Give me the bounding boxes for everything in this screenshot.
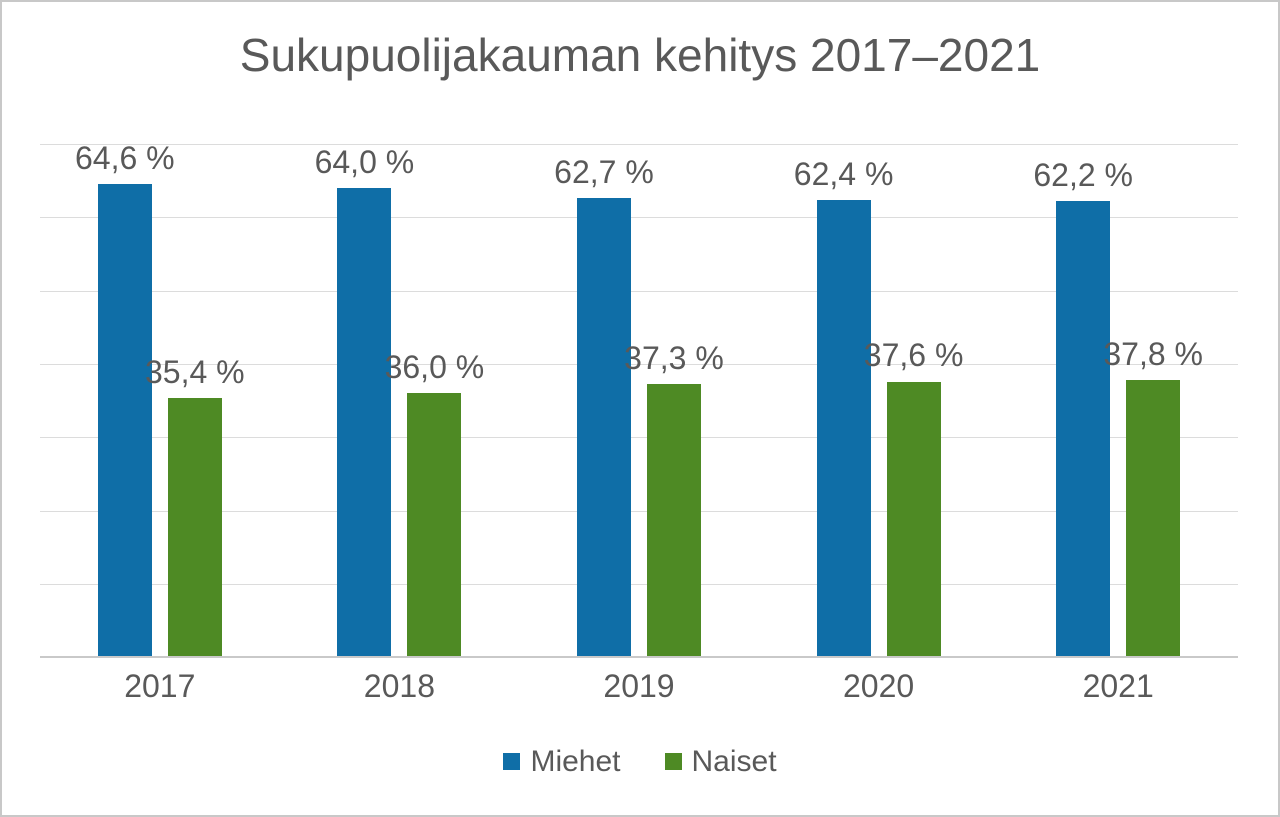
x-axis-label-2021: 2021 [1082, 668, 1154, 705]
gridline [40, 144, 1238, 146]
gridline [40, 364, 1238, 366]
gridline [40, 510, 1238, 512]
bar-miehet-2018: 64,0 % [315, 144, 414, 658]
legend-item-naiset: Naiset [664, 744, 777, 780]
bar-naiset-2019: 37,3 % [624, 340, 724, 658]
bar-naiset-2017: 35,4 % [145, 354, 245, 658]
data-label-miehet-2017: 64,6 % [74, 139, 175, 176]
x-axis-line [40, 656, 1238, 659]
bar-naiset-2018: 36,0 % [385, 349, 484, 658]
x-axis-label-2017: 2017 [124, 668, 196, 705]
bar-miehet-2021: 62,2 % [1033, 157, 1133, 658]
bar-group-2017: 64,6 % 35,4 % [40, 140, 280, 658]
legend-item-miehet: Miehet [503, 744, 621, 780]
gridline [40, 437, 1238, 439]
bar-miehet-2020: 62,4 % [794, 156, 893, 658]
gridline [40, 290, 1238, 292]
data-label-miehet-2020: 62,4 % [793, 155, 894, 192]
data-label-naiset-2019: 37,3 % [624, 339, 724, 376]
plot-area: 64,6 % 35,4 % 64,0 % 36,0 % 62,7 % 37,3 % 62,4… [40, 140, 1238, 659]
chart-title: Sukupuolijakauman kehitys 2017–2021 [239, 29, 1041, 81]
bar-naiset-2021: 37,8 % [1103, 336, 1203, 658]
data-label-naiset-2018: 36,0 % [384, 349, 485, 386]
bar-group-2019: 62,7 % 37,3 % [519, 144, 759, 658]
bar-miehet-2019: 62,7 % [554, 154, 654, 658]
legend: Miehet Naiset [2, 744, 1278, 780]
x-axis-label-2020: 2020 [842, 668, 915, 705]
data-label-miehet-2021: 62,2 % [1033, 157, 1133, 194]
gridline [40, 583, 1238, 585]
bar-group-2018: 64,0 % 36,0 % [280, 144, 520, 658]
legend-swatch-miehet [503, 753, 521, 771]
legend-label-naiset: Naiset [691, 744, 777, 778]
data-label-miehet-2019: 62,7 % [554, 153, 654, 190]
x-axis-label-2018: 2018 [363, 668, 435, 705]
data-label-naiset-2020: 37,6 % [863, 337, 964, 374]
data-label-miehet-2018: 64,0 % [314, 143, 415, 180]
bar-group-2020: 62,4 % 37,6 % [759, 144, 999, 658]
legend-label-miehet: Miehet [530, 744, 621, 778]
bar-miehet-2017: 64,6 % [75, 140, 175, 658]
x-axis: 2017 2018 2019 2020 2021 [40, 667, 1238, 705]
data-label-naiset-2017: 35,4 % [144, 353, 245, 390]
data-label-naiset-2021: 37,8 % [1103, 335, 1203, 372]
bar-groups: 64,6 % 35,4 % 64,0 % 36,0 % 62,7 % 37,3 % 62,4… [40, 140, 1238, 658]
x-axis-label-2019: 2019 [603, 668, 675, 705]
bar-group-2021: 62,2 % 37,8 % [998, 144, 1238, 658]
legend-swatch-naiset [664, 753, 682, 771]
gridline [40, 217, 1238, 219]
bar-naiset-2020: 37,6 % [864, 338, 963, 658]
